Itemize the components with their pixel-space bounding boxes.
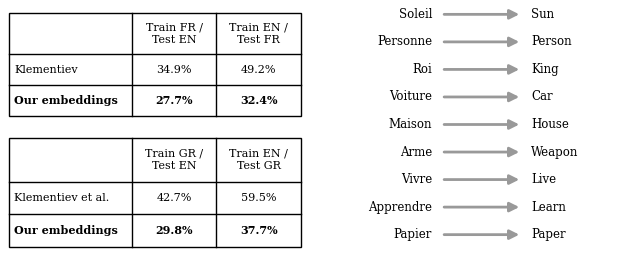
Text: Car: Car [531,91,553,103]
Text: Train FR /
Test EN: Train FR / Test EN [146,22,203,45]
Bar [10,13,301,116]
Text: Roi: Roi [412,63,432,76]
Text: Person: Person [531,35,572,48]
Text: 29.8%: 29.8% [156,225,193,236]
Text: 32.4%: 32.4% [240,95,278,106]
Text: Paper: Paper [531,228,566,241]
Bar [10,138,301,247]
Text: Arme: Arme [400,146,432,158]
Text: Our embeddings: Our embeddings [14,95,118,106]
Text: Vivre: Vivre [401,173,432,186]
Text: Our embeddings: Our embeddings [14,225,118,236]
Text: Apprendre: Apprendre [368,201,432,213]
Text: Train GR /
Test EN: Train GR / Test EN [145,149,204,171]
Text: Sun: Sun [531,8,554,21]
Text: 34.9%: 34.9% [156,65,192,75]
Text: 49.2%: 49.2% [241,65,276,75]
Text: King: King [531,63,559,76]
Text: Papier: Papier [394,228,432,241]
Text: 37.7%: 37.7% [240,225,278,236]
Text: Voiture: Voiture [389,91,432,103]
Text: Live: Live [531,173,557,186]
Text: Learn: Learn [531,201,566,213]
Text: 27.7%: 27.7% [156,95,193,106]
Text: Maison: Maison [388,118,432,131]
Text: House: House [531,118,569,131]
Text: Klementiev et al.: Klementiev et al. [14,193,109,203]
Text: Klementiev: Klementiev [14,65,78,75]
Text: Personne: Personne [377,35,432,48]
Text: Weapon: Weapon [531,146,579,158]
Text: 59.5%: 59.5% [241,193,276,203]
Text: Soleil: Soleil [399,8,432,21]
Text: Train EN /
Test GR: Train EN / Test GR [229,149,288,171]
Text: 42.7%: 42.7% [156,193,192,203]
Text: Train EN /
Test FR: Train EN / Test FR [229,22,288,45]
